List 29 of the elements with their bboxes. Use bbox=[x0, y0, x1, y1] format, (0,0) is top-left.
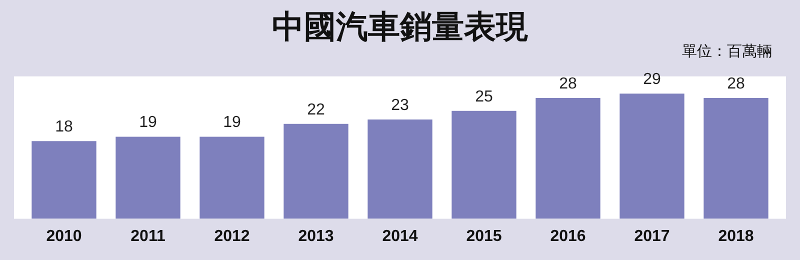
x-tick-label: 2017 bbox=[634, 228, 670, 245]
bar bbox=[32, 141, 96, 219]
bar bbox=[200, 136, 264, 219]
x-tick-label: 2014 bbox=[382, 228, 418, 245]
data-label: 19 bbox=[223, 114, 241, 132]
x-tick-label: 2016 bbox=[550, 228, 586, 245]
bar bbox=[368, 120, 432, 219]
x-tick-label: 2015 bbox=[466, 228, 502, 245]
data-label: 25 bbox=[475, 88, 493, 106]
data-label: 18 bbox=[55, 118, 73, 136]
bar bbox=[704, 98, 768, 219]
chart-title: 中國汽車銷量表現 bbox=[272, 8, 528, 44]
bar bbox=[116, 136, 180, 219]
data-label: 19 bbox=[139, 114, 157, 132]
data-label: 28 bbox=[559, 75, 577, 92]
bar bbox=[452, 110, 516, 219]
text: 單位：百萬輛 bbox=[682, 42, 772, 61]
x-tick-label: 2018 bbox=[718, 228, 754, 245]
data-label: 29 bbox=[643, 71, 661, 88]
x-tick-label: 2013 bbox=[298, 228, 334, 245]
x-tick-label: 2012 bbox=[214, 228, 250, 245]
x-tick-label: 2010 bbox=[46, 228, 82, 245]
bar bbox=[284, 124, 348, 219]
x-tick-label: 2011 bbox=[130, 228, 166, 245]
data-label: 28 bbox=[727, 75, 745, 92]
data-label: 22 bbox=[307, 101, 325, 118]
bar bbox=[536, 98, 600, 219]
bar bbox=[620, 94, 684, 219]
data-label: 23 bbox=[391, 96, 409, 114]
